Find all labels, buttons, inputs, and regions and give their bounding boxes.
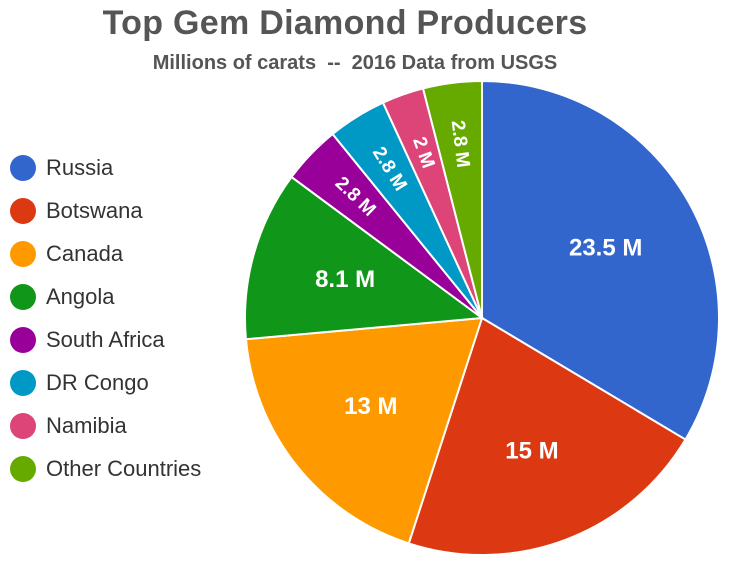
pie-slice-russia	[481, 79, 720, 441]
legend-item-canada: Canada	[10, 232, 201, 275]
legend-label: DR Congo	[46, 369, 149, 395]
legend-item-namibia: Namibia	[10, 404, 201, 447]
slice-label-botswana: 15 M	[505, 438, 558, 465]
legend-swatch	[10, 369, 36, 396]
pie-slice-botswana	[407, 316, 687, 556]
legend-item-other-countries: Other Countries	[10, 447, 201, 490]
legend-swatch	[10, 326, 36, 353]
legend-item-south-africa: South Africa	[10, 318, 201, 361]
legend-label: Canada	[46, 240, 124, 266]
legend-item-russia: Russia	[10, 146, 201, 189]
slice-label-angola: 8.1 M	[315, 266, 375, 293]
pie-slice-angola	[244, 175, 485, 341]
legend-swatch	[10, 154, 36, 181]
legend-label: Angola	[46, 283, 115, 309]
legend-item-dr-congo: DR Congo	[10, 361, 201, 404]
legend-swatch	[10, 240, 36, 267]
legend-label: Namibia	[46, 412, 127, 438]
legend-swatch	[10, 283, 36, 310]
chart-title: Top Gem Diamond Producers	[102, 4, 588, 42]
pie-slice-canada	[244, 316, 484, 545]
slice-label-canada: 13 M	[344, 393, 397, 420]
legend-label: Russia	[46, 154, 114, 180]
legend-swatch	[10, 455, 36, 482]
legend-item-botswana: Botswana	[10, 189, 201, 232]
legend-label: Other Countries	[46, 455, 202, 481]
slice-label-russia: 23.5 M	[569, 234, 642, 261]
legend-item-angola: Angola	[10, 275, 201, 318]
chart-subtitle: Millions of carats -- 2016 Data from USG…	[152, 52, 558, 74]
legend-swatch	[10, 412, 36, 439]
legend-label: Botswana	[46, 197, 143, 223]
pie-slice-other-countries	[421, 79, 483, 319]
legend-swatch	[10, 197, 36, 224]
legend-label: South Africa	[46, 326, 165, 352]
chart-legend: Russia Botswana Canada Angola South Africa DR…	[10, 146, 201, 490]
